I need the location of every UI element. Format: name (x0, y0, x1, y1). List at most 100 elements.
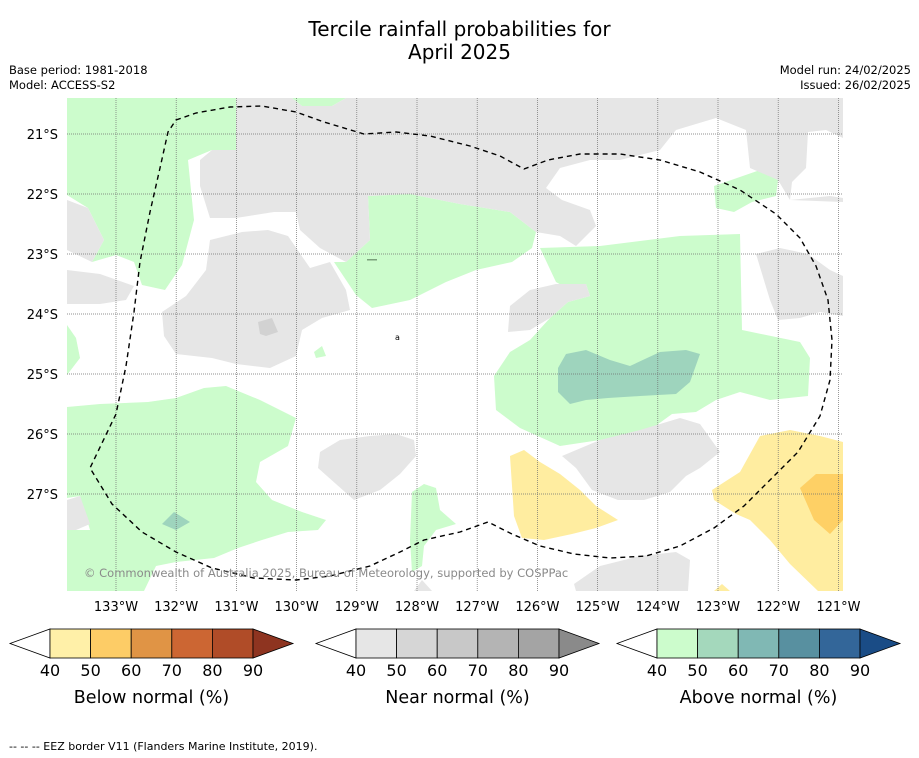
below-normal-50-regions (800, 474, 843, 534)
colorbar-tick-label: 70 (162, 661, 182, 680)
above-region-south-column (410, 484, 456, 572)
lat-label: 26°S (27, 428, 58, 443)
colorbar-segment (656, 628, 698, 659)
lat-label: 24°S (27, 308, 58, 323)
colorbar-segment (130, 628, 173, 659)
colorbar-title: Above normal (%) (680, 688, 838, 708)
colorbar-segment (819, 628, 861, 659)
colorbar-title: Near normal (%) (385, 688, 530, 708)
colorbar-tick-label: 80 (202, 661, 222, 680)
colorbar-segment (697, 628, 739, 659)
colorbar-right-extend (859, 628, 902, 659)
colorbar-segment (477, 628, 519, 659)
colorbar-tick-label: 60 (728, 661, 748, 680)
colorbar-segment (518, 628, 560, 659)
base-period-text: Base period: 1981-2018 (9, 63, 148, 77)
above-region-tiny (314, 346, 326, 358)
above-region-west-edge (67, 325, 80, 375)
near-region-south-central (562, 418, 720, 500)
colorbar-right-extend (558, 628, 601, 659)
colorbar-tick-label: 40 (40, 661, 60, 680)
lon-label: 129°W (335, 600, 379, 615)
near-region-east (756, 248, 843, 320)
colorbar-tick-label: 70 (468, 661, 488, 680)
colorbar-segment (396, 628, 438, 659)
lat-label: 22°S (27, 188, 58, 203)
near-region-west-small (67, 496, 90, 530)
colorbar-tick-label: 90 (549, 661, 569, 680)
lat-label: 21°S (27, 128, 58, 143)
below-region-orange (800, 474, 843, 534)
colorbar-2: 40 50 60 70 80 90 Near normal (%) (314, 628, 601, 708)
near-region-southwest-blob (318, 434, 416, 500)
model-text: Model: ACCESS-S2 (9, 78, 116, 92)
colorbar-segment (737, 628, 780, 659)
eez-footnote: -- -- -- EEZ border V11 (Flanders Marine… (9, 740, 318, 753)
map-figure: a © Commonwealth of Australia 2025, Bure… (8, 98, 902, 708)
title-line-2: April 2025 (408, 40, 511, 64)
lat-label: 23°S (27, 248, 58, 263)
title-line-1: Tercile rainfall probabilities for (308, 17, 611, 41)
lon-label: 126°W (515, 600, 559, 615)
colorbar-segment (211, 628, 254, 659)
map-gridlines (67, 98, 843, 591)
lon-label: 128°W (395, 600, 439, 615)
lon-label: 123°W (696, 600, 740, 615)
map-tiny-mark: a (395, 333, 400, 342)
info-right: Model run: 24/02/2025 Issued: 26/02/2025 (780, 63, 911, 93)
colorbar-left-extend (314, 628, 357, 659)
colorbar-tick-label: 60 (121, 661, 141, 680)
near-region-west-lower (67, 270, 134, 304)
lon-label: 131°W (214, 600, 258, 615)
colorbar-left-extend (8, 628, 51, 659)
above-region-east-small (714, 170, 778, 212)
colorbar-segment (436, 628, 479, 659)
colorbar-tick-label: 60 (427, 661, 447, 680)
issued-text: Issued: 26/02/2025 (800, 78, 911, 92)
near-region-south-bottom (574, 552, 690, 591)
colorbar-tick-label: 80 (809, 661, 829, 680)
map-title: Tercile rainfall probabilities for April… (0, 18, 919, 64)
colorbar-tick-label: 40 (647, 661, 667, 680)
lon-label: 130°W (275, 600, 319, 615)
lat-label: 25°S (27, 368, 58, 383)
model-run-text: Model run: 24/02/2025 (779, 63, 911, 77)
above-region-north-strip (292, 98, 346, 106)
colorbar-tick-label: 50 (687, 661, 707, 680)
colorbar-segment (355, 628, 397, 659)
lon-label: 132°W (154, 600, 198, 615)
colorbar-title: Below normal (%) (74, 688, 229, 708)
colorbar-tick-label: 40 (346, 661, 366, 680)
colorbar-segment (90, 628, 132, 659)
info-left: Base period: 1981-2018 Model: ACCESS-S2 (9, 63, 148, 93)
colorbar-segment (778, 628, 820, 659)
near-normal-50-regions (258, 318, 278, 336)
colorbar-1: 40 50 60 70 80 90 Below normal (%) (8, 628, 295, 708)
colorbar-tick-label: 90 (243, 661, 263, 680)
lon-label: 127°W (455, 600, 499, 615)
above-region-teal-east (558, 350, 700, 404)
below-region-southeast (712, 430, 843, 591)
colorbar-left-extend (615, 628, 658, 659)
map-plot-area: a © Commonwealth of Australia 2025, Bure… (67, 98, 843, 591)
below-region-bottom-small (714, 584, 730, 591)
eez-border-line (89, 105, 833, 581)
near-region-north-central (200, 98, 843, 262)
near-region-west (67, 200, 104, 262)
above-normal-40-regions (67, 98, 810, 591)
above-region-southwest (67, 386, 326, 591)
near-region-south-tiny (414, 580, 432, 591)
colorbar-right-extend (252, 628, 295, 659)
above-region-central-north (334, 194, 536, 308)
lon-label: 125°W (576, 600, 620, 615)
copyright-text: © Commonwealth of Australia 2025, Bureau… (84, 566, 568, 580)
colorbar-3: 40 50 60 70 80 90 Above normal (%) (615, 628, 902, 708)
colorbar-tick-label: 70 (769, 661, 789, 680)
colorbar-segment (171, 628, 213, 659)
latitude-labels: 21°S 22°S 23°S 24°S 25°S 26°S 27°S (27, 128, 58, 503)
lon-label: 133°W (94, 600, 138, 615)
colorbar-tick-label: 50 (80, 661, 100, 680)
colorbar-tick-label: 50 (386, 661, 406, 680)
longitude-labels: 133°W 132°W 131°W 130°W 129°W 128°W 127°W 126°W… (94, 600, 861, 615)
near-region-central-east-small (508, 284, 590, 332)
